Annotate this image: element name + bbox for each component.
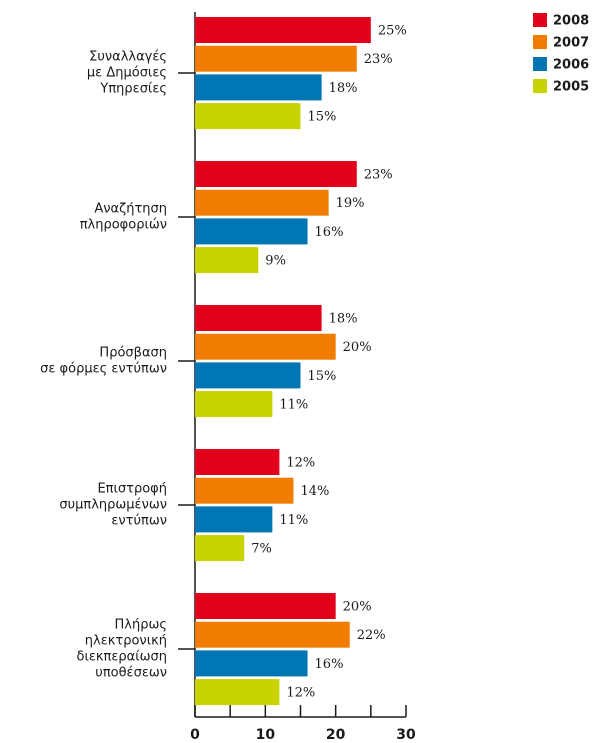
- category-label: Αναζήτηση: [94, 202, 167, 217]
- bar: [195, 103, 301, 130]
- category-label: συμπληρωμένων: [59, 498, 167, 513]
- bar: [195, 535, 245, 562]
- legend-swatch: [533, 35, 547, 49]
- bar: [195, 650, 308, 677]
- category-label: Υπηρεσίες: [99, 82, 167, 97]
- bar: [195, 161, 357, 187]
- value-label: 11%: [279, 398, 308, 413]
- bar: [195, 449, 280, 475]
- value-label: 16%: [315, 657, 344, 672]
- value-label: 11%: [279, 513, 308, 528]
- bar: [195, 45, 357, 72]
- category-label: εντύπων: [111, 514, 167, 529]
- x-tick-label: 30: [396, 727, 416, 743]
- value-label: 18%: [329, 81, 358, 96]
- value-label: 19%: [336, 196, 365, 211]
- bar: [195, 189, 329, 216]
- bar: [195, 391, 273, 418]
- bar: [195, 218, 308, 245]
- value-label: 18%: [329, 312, 358, 327]
- legend-label: 2006: [553, 58, 589, 73]
- x-tick-label: 0: [190, 727, 200, 743]
- bar: [195, 621, 350, 648]
- category-label: σε φόρμες εντύπων: [40, 362, 167, 377]
- value-label: 23%: [364, 168, 393, 183]
- bar: [195, 74, 322, 101]
- bar: [195, 247, 259, 274]
- category-label: πληροφοριών: [80, 218, 167, 233]
- value-label: 12%: [286, 456, 315, 471]
- x-tick-label: 20: [326, 727, 346, 743]
- legend-label: 2007: [553, 36, 589, 51]
- value-label: 16%: [315, 225, 344, 240]
- value-label: 15%: [308, 369, 337, 384]
- bar: [195, 679, 280, 706]
- value-label: 9%: [265, 254, 286, 269]
- category-label: διεκπεραίωση: [77, 650, 167, 665]
- category-label: Πρόσβαση: [99, 346, 167, 361]
- legend-swatch: [533, 79, 547, 93]
- bar: [195, 17, 371, 43]
- value-label: 22%: [357, 628, 386, 643]
- category-label: με Δημόσιες: [87, 66, 167, 81]
- value-label: 20%: [343, 600, 372, 615]
- legend-swatch: [533, 13, 547, 27]
- value-label: 14%: [300, 484, 329, 499]
- bar: [195, 506, 273, 533]
- bar: [195, 593, 336, 619]
- legend-swatch: [533, 57, 547, 71]
- bar: [195, 333, 336, 360]
- value-label: 15%: [308, 110, 337, 125]
- x-tick-label: 10: [256, 727, 276, 743]
- category-label: Επιστροφή: [97, 482, 167, 497]
- bar: [195, 305, 322, 331]
- value-label: 12%: [286, 686, 315, 701]
- value-label: 25%: [378, 24, 407, 39]
- legend-label: 2008: [553, 14, 589, 29]
- value-label: 7%: [251, 542, 272, 557]
- category-label: Συναλλαγές: [89, 50, 167, 65]
- category-label: υποθέσεων: [95, 666, 167, 681]
- bar: [195, 362, 301, 389]
- legend-label: 2005: [553, 80, 589, 95]
- bar: [195, 477, 294, 504]
- value-label: 23%: [364, 52, 393, 67]
- value-label: 20%: [343, 340, 372, 355]
- category-label: Πλήρως: [115, 618, 167, 633]
- category-label: ηλεκτρονική: [85, 634, 167, 649]
